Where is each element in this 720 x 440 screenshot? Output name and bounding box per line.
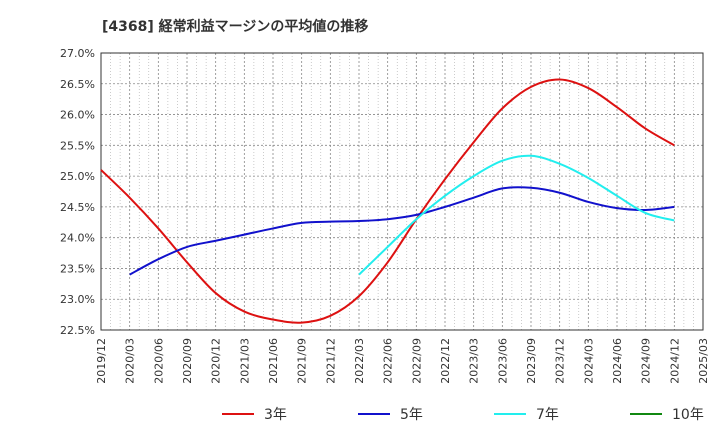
y-tick-label: 24.0% bbox=[60, 232, 95, 245]
x-tick-label: 2020/09 bbox=[181, 338, 194, 384]
series-lines bbox=[100, 78, 675, 324]
y-tick-label: 24.5% bbox=[60, 201, 95, 214]
x-tick-label: 2024/06 bbox=[611, 338, 624, 384]
series-line-7年 bbox=[358, 154, 675, 276]
y-tick-label: 26.5% bbox=[60, 78, 95, 91]
x-tick-label: 2019/12 bbox=[95, 338, 108, 384]
x-tick-label: 2021/09 bbox=[296, 338, 309, 384]
series-line-3年 bbox=[100, 78, 675, 324]
x-tick-label: 2020/06 bbox=[152, 338, 165, 384]
legend: 3年 5年 7年 10年 bbox=[222, 407, 704, 423]
x-tick-label: 2024/03 bbox=[582, 338, 595, 384]
x-tick-label: 2023/12 bbox=[554, 338, 567, 384]
grid-lines bbox=[100, 52, 704, 331]
y-tick-label: 23.5% bbox=[60, 262, 95, 275]
y-tick-label: 25.5% bbox=[60, 139, 95, 152]
y-tick-label: 27.0% bbox=[60, 47, 95, 60]
x-tick-label: 2022/12 bbox=[439, 338, 452, 384]
y-tick-label: 22.5% bbox=[60, 324, 95, 337]
y-tick-label: 25.0% bbox=[60, 170, 95, 183]
y-tick-label: 26.0% bbox=[60, 109, 95, 122]
legend-label: 3年 bbox=[264, 407, 287, 423]
series-line-5年 bbox=[129, 186, 675, 276]
chart-title: [4368] 経常利益マージンの平均値の推移 bbox=[102, 19, 369, 35]
x-axis-ticks: 2019/12 2020/03 2020/06 2020/09 2020/12 2021/… bbox=[95, 338, 710, 384]
x-tick-label: 2024/12 bbox=[668, 338, 681, 384]
plot-border bbox=[100, 52, 704, 331]
x-tick-label: 2023/06 bbox=[496, 338, 509, 384]
x-tick-label: 2021/12 bbox=[324, 338, 337, 384]
x-tick-label: 2021/03 bbox=[238, 338, 251, 384]
x-tick-label: 2023/03 bbox=[468, 338, 481, 384]
x-tick-label: 2022/06 bbox=[382, 338, 395, 384]
y-tick-label: 23.0% bbox=[60, 293, 95, 306]
legend-label: 5年 bbox=[400, 407, 423, 423]
y-axis-ticks: 27.0% 26.5% 26.0% 25.5% 25.0% 24.5% 24.0% 23.5%… bbox=[60, 47, 95, 337]
x-tick-label: 2023/09 bbox=[525, 338, 538, 384]
x-tick-label: 2025/03 bbox=[697, 338, 710, 384]
x-tick-label: 2020/03 bbox=[124, 338, 137, 384]
x-tick-label: 2020/12 bbox=[210, 338, 223, 384]
x-tick-label: 2022/03 bbox=[353, 338, 366, 384]
legend-label: 10年 bbox=[672, 407, 704, 423]
x-tick-label: 2024/09 bbox=[640, 338, 653, 384]
x-tick-label: 2021/06 bbox=[267, 338, 280, 384]
x-tick-label: 2022/09 bbox=[410, 338, 423, 384]
legend-label: 7年 bbox=[536, 407, 559, 423]
